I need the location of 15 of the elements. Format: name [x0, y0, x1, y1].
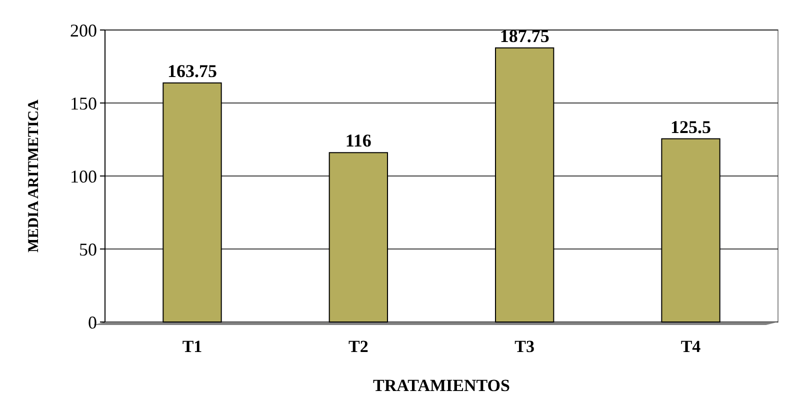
- x-axis-title: TRATAMIENTOS: [373, 376, 510, 395]
- y-tick-label: 100: [70, 166, 97, 186]
- y-tick-label: 150: [70, 93, 97, 114]
- data-label: 116: [345, 130, 372, 151]
- data-label: 125.5: [670, 116, 712, 137]
- x-tick-label: T3: [514, 337, 535, 356]
- data-label: 163.75: [167, 60, 217, 81]
- y-tick-label: 50: [79, 239, 97, 260]
- x-tick-label: T2: [348, 337, 368, 356]
- y-tick-label: 200: [70, 20, 97, 40]
- y-axis-title: MEDIA ARITMETICA: [26, 99, 42, 252]
- data-label: 187.75: [500, 26, 550, 46]
- x-tick-label: T4: [680, 337, 702, 356]
- x-tick-label: T1: [182, 337, 202, 356]
- y-tick-label: 0: [88, 312, 97, 332]
